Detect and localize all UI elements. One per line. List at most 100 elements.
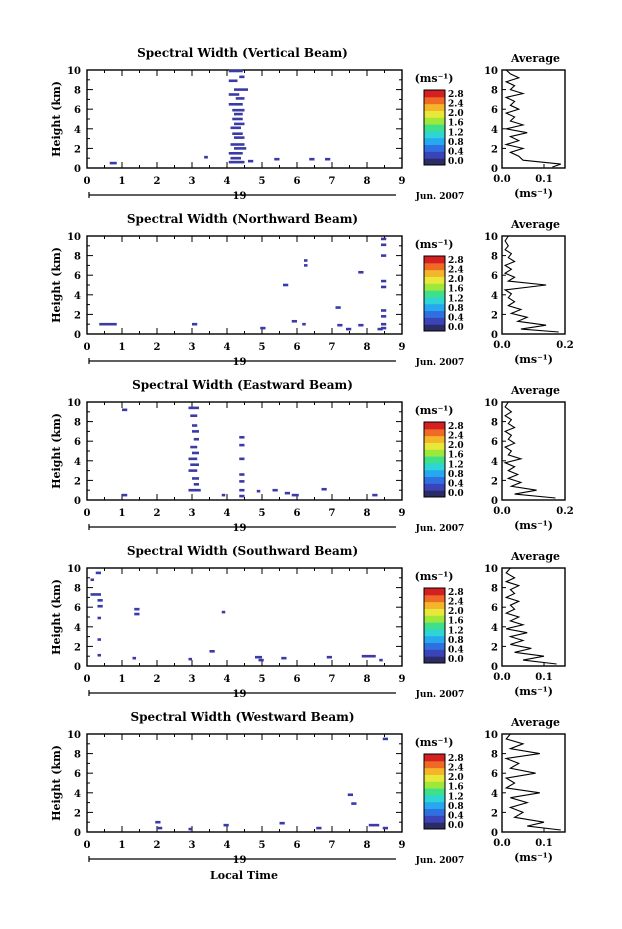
x-tick-label: 9 — [399, 508, 406, 519]
plot-frame — [86, 733, 403, 833]
data-segment — [188, 488, 201, 492]
colorbar-band — [424, 615, 445, 623]
colorbar-band — [424, 117, 445, 125]
data-segment — [351, 802, 357, 805]
average-y-tick-label: 10 — [484, 730, 498, 741]
data-segment — [255, 655, 262, 659]
colorbar-band — [424, 483, 445, 491]
data-segment — [382, 826, 388, 830]
data-segment — [372, 493, 378, 497]
panel-title: Spectral Width (Northward Beam) — [127, 212, 358, 226]
data-segment — [256, 489, 261, 493]
data-segment — [188, 827, 192, 831]
average-y-tick-label: 0 — [491, 828, 498, 839]
data-segment — [304, 259, 308, 262]
x-tick-label: 7 — [329, 176, 336, 187]
data-segment — [284, 491, 290, 495]
average-unit: (ms⁻¹) — [514, 187, 553, 200]
colorbar-unit: (ms⁻¹) — [415, 238, 454, 251]
x-tick-label: 5 — [259, 674, 266, 685]
average-unit: (ms⁻¹) — [514, 519, 553, 532]
x-tick-label: 4 — [224, 674, 231, 685]
y-axis-label: Height (km) — [50, 579, 63, 655]
data-segment — [239, 494, 245, 498]
average-y-tick-label: 8 — [491, 86, 498, 97]
x-tick-label: 0 — [84, 674, 91, 685]
average-y-tick-label: 6 — [491, 769, 498, 780]
panel-title: Spectral Width (Westward Beam) — [130, 710, 354, 724]
data-segment — [279, 821, 285, 825]
panel-4: Spectral Width (Westward Beam) 0 2 4 6 8 10 0 1 2… — [50, 710, 566, 866]
data-segment — [381, 309, 387, 312]
colorbar-tick-label: 2.0 — [448, 607, 464, 617]
average-y-tick-label: 8 — [491, 418, 498, 429]
plot-frame — [86, 567, 403, 667]
colorbar-band — [424, 130, 445, 139]
data-segment — [316, 826, 322, 830]
y-axis-label: Height (km) — [50, 81, 63, 157]
x-tick-label: 1 — [119, 674, 126, 685]
colorbar-band — [424, 256, 445, 264]
x-tick-label: 4 — [224, 176, 231, 187]
colorbar-tick-label: 0.4 — [448, 645, 464, 655]
average-y-tick-label: 10 — [484, 232, 498, 243]
data-segment — [239, 480, 245, 483]
average-x-tick-label: 0.1 — [535, 174, 552, 185]
data-segment — [190, 414, 198, 418]
x-tick-label: 2 — [154, 840, 161, 851]
x-tick-label: 3 — [189, 176, 196, 187]
colorbar-band — [424, 103, 445, 111]
data-segment — [309, 157, 315, 161]
y-tick-label: 2 — [74, 642, 81, 653]
data-segment — [358, 270, 364, 274]
data-segment — [109, 161, 117, 165]
day-label: 19 — [233, 523, 247, 534]
data-segment — [258, 658, 264, 662]
data-segment — [239, 443, 245, 447]
x-tick-label: 8 — [364, 508, 371, 519]
data-segment — [228, 93, 240, 96]
x-tick-label: 1 — [119, 840, 126, 851]
data-segment — [188, 469, 198, 472]
y-tick-label: 0 — [74, 662, 81, 673]
colorbar-band — [424, 124, 445, 132]
average-y-tick-label: 4 — [491, 457, 498, 468]
data-segment — [381, 322, 387, 326]
plot-frame — [86, 69, 403, 169]
data-segment — [230, 156, 241, 160]
colorbar-band — [424, 462, 445, 471]
x-tick-label: 6 — [294, 674, 301, 685]
x-tick-label: 5 — [259, 342, 266, 353]
colorbar-band — [424, 490, 445, 498]
x-tick-label: 2 — [154, 674, 161, 685]
colorbar-band — [424, 760, 445, 769]
average-y-tick-label: 4 — [491, 125, 498, 136]
data-segment — [304, 264, 308, 267]
colorbar-band — [424, 96, 445, 105]
colorbar-tick-label: 0.8 — [448, 138, 464, 148]
data-segment — [230, 143, 245, 146]
average-frame — [501, 401, 566, 501]
x-tick-label: 9 — [399, 176, 406, 187]
colorbar-band — [424, 90, 445, 98]
colorbar-band — [424, 781, 445, 789]
data-segment — [192, 451, 199, 455]
colorbar-tick-label: 1.2 — [448, 626, 464, 636]
y-tick-label: 6 — [74, 271, 81, 282]
colorbar-tick-label: 1.6 — [448, 119, 464, 129]
average-y-tick-label: 0 — [491, 662, 498, 673]
data-segment — [134, 612, 140, 616]
colorbar-frame — [423, 753, 446, 830]
x-tick-label: 5 — [259, 508, 266, 519]
data-segment — [90, 593, 101, 596]
data-segment — [346, 327, 352, 331]
y-tick-label: 6 — [74, 603, 81, 614]
colorbar-tick-label: 2.8 — [448, 588, 464, 598]
colorbar-band — [424, 442, 445, 450]
x-tick-label: 8 — [364, 176, 371, 187]
x-tick-label: 3 — [189, 840, 196, 851]
data-segment — [232, 108, 245, 112]
data-segment — [361, 654, 376, 658]
y-tick-label: 8 — [74, 418, 81, 429]
